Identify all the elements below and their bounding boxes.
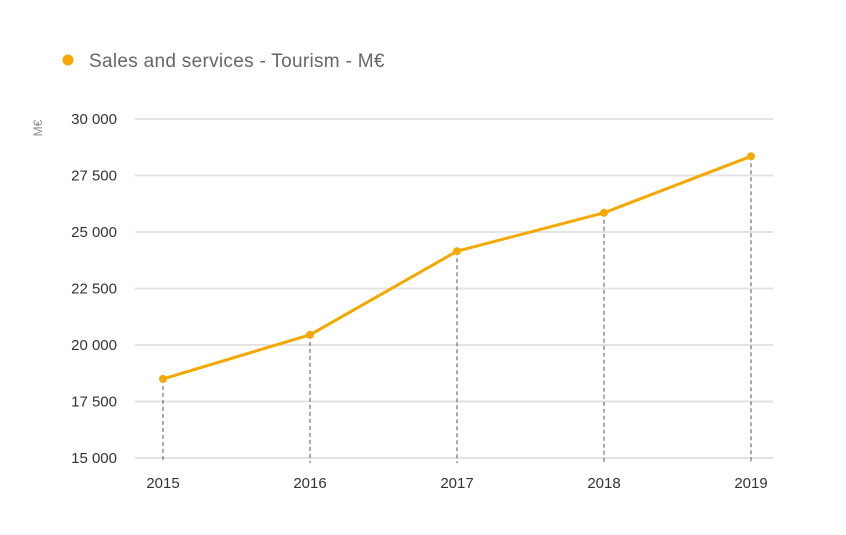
y-tick-label: 30 000 bbox=[71, 111, 117, 128]
y-tick-label: 22 500 bbox=[71, 281, 117, 298]
data-point bbox=[747, 152, 755, 161]
y-tick-label: 27 500 bbox=[71, 168, 117, 185]
legend-label: Sales and services - Tourism - M€ bbox=[89, 51, 385, 72]
y-tick-label: 20 000 bbox=[71, 337, 117, 354]
y-tick-label: 25 000 bbox=[71, 224, 117, 241]
series-group bbox=[159, 152, 755, 383]
y-tick-labels: 15 000 17 500 20 000 22 500 25 000 27 500 30 0… bbox=[71, 111, 117, 467]
data-point bbox=[600, 208, 608, 217]
legend: Sales and services - Tourism - M€ bbox=[62, 51, 385, 72]
data-point bbox=[306, 330, 314, 339]
y-axis-unit-label: M€ bbox=[31, 119, 45, 136]
x-tick-label: 2015 bbox=[146, 475, 179, 492]
y-tick-label: 15 000 bbox=[71, 450, 117, 467]
data-point bbox=[159, 374, 167, 383]
data-point bbox=[453, 247, 461, 256]
y-tick-label: 17 500 bbox=[71, 394, 117, 411]
x-tick-label: 2018 bbox=[587, 475, 620, 492]
legend-marker bbox=[62, 54, 74, 66]
drop-lines bbox=[162, 156, 752, 463]
x-tick-labels: 2015 2016 2017 2018 2019 bbox=[146, 475, 767, 492]
x-tick-label: 2019 bbox=[734, 475, 767, 492]
x-tick-label: 2017 bbox=[440, 475, 473, 492]
x-tick-label: 2016 bbox=[293, 475, 326, 492]
grid bbox=[135, 118, 773, 459]
